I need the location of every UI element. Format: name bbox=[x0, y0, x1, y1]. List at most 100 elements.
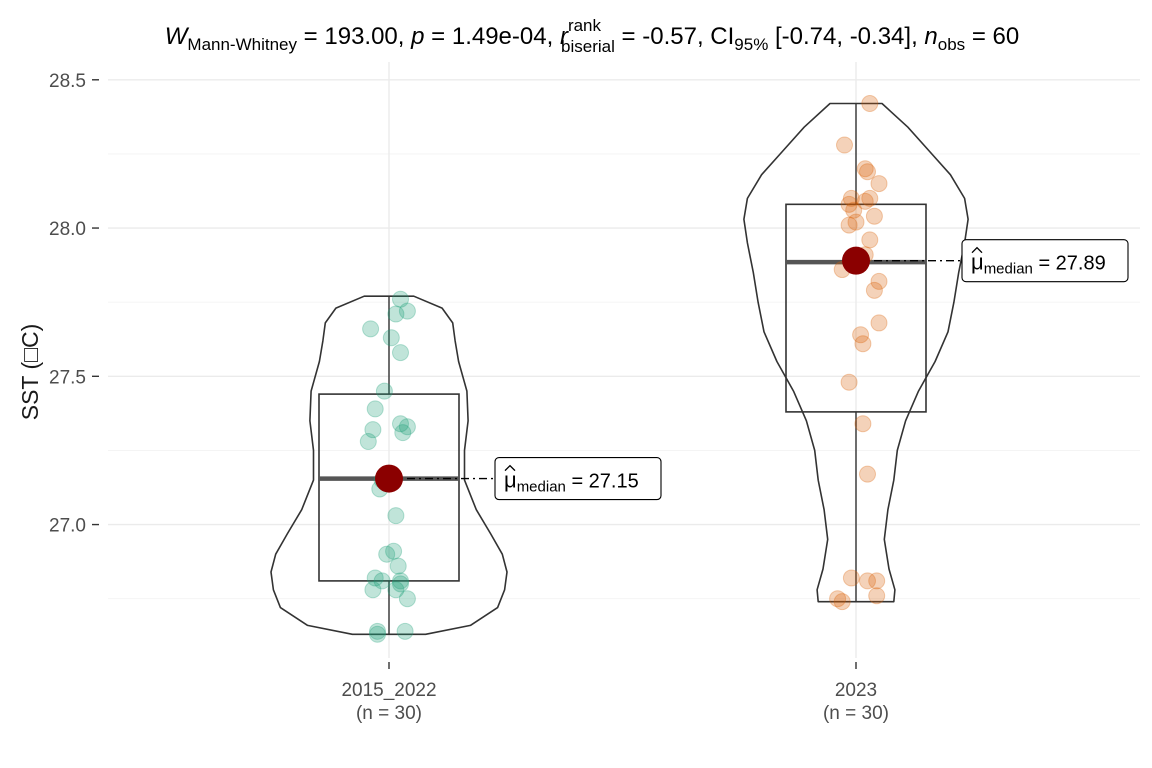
y-axis-title: SST (□C) bbox=[17, 324, 43, 421]
data-point bbox=[856, 160, 874, 178]
chart-title: WMann-Whitney = 193.00, p = 1.49e-04, rr… bbox=[165, 16, 1020, 56]
median-label-sub: median bbox=[984, 261, 1033, 278]
data-point bbox=[398, 302, 416, 320]
y-tick-label: 27.5 bbox=[49, 367, 86, 388]
x-tick-label: 2015_2022 bbox=[341, 680, 436, 701]
box-iqr bbox=[785, 203, 927, 413]
median-label-text: μmedian = 27.15 bbox=[504, 468, 639, 496]
title-stat-value: 193.00 bbox=[324, 23, 397, 50]
data-point bbox=[387, 581, 405, 599]
data-point bbox=[840, 216, 858, 234]
y-tick-label: 27.0 bbox=[49, 516, 86, 537]
title-stat-symbol: W bbox=[165, 23, 190, 50]
title-effsize-value: -0.57 bbox=[642, 23, 697, 50]
data-point bbox=[394, 424, 412, 442]
data-point bbox=[396, 622, 414, 640]
data-point bbox=[392, 575, 409, 593]
data-point bbox=[366, 400, 384, 418]
median-label-sub: median bbox=[517, 479, 566, 496]
data-point bbox=[392, 415, 409, 433]
data-point bbox=[870, 175, 888, 193]
median-label-value: = 27.15 bbox=[566, 471, 639, 493]
title-ci-value: [-0.74, -0.34] bbox=[775, 23, 911, 50]
data-point bbox=[870, 272, 888, 290]
data-points bbox=[359, 95, 888, 643]
data-point bbox=[373, 572, 391, 590]
data-point bbox=[852, 326, 870, 344]
boxplots bbox=[318, 103, 927, 635]
data-point bbox=[842, 189, 860, 207]
data-point bbox=[861, 189, 879, 207]
x-tick-count-label: (n = 30) bbox=[823, 703, 889, 724]
data-point bbox=[366, 569, 384, 587]
data-point bbox=[364, 421, 382, 439]
median-label-hat bbox=[971, 246, 983, 254]
median-label-hat bbox=[504, 464, 516, 472]
x-tick-count-label: (n = 30) bbox=[356, 703, 422, 724]
data-point bbox=[359, 433, 377, 451]
data-point bbox=[392, 290, 409, 308]
data-point bbox=[854, 415, 872, 433]
grid bbox=[108, 62, 1140, 658]
data-point bbox=[829, 590, 847, 608]
data-point bbox=[868, 587, 886, 605]
data-point bbox=[845, 201, 863, 219]
violin-outline bbox=[270, 295, 508, 636]
x-tick-label: 2023 bbox=[835, 680, 877, 701]
title-effsize-sup: rank bbox=[568, 16, 602, 35]
data-point bbox=[369, 622, 386, 640]
data-point bbox=[856, 192, 874, 210]
data-point bbox=[865, 281, 883, 299]
data-point bbox=[362, 320, 380, 338]
data-point bbox=[364, 581, 382, 599]
data-point bbox=[859, 465, 876, 483]
title-p-symbol: p bbox=[410, 23, 424, 50]
median-marker bbox=[842, 246, 870, 275]
data-point bbox=[392, 344, 409, 362]
data-point bbox=[392, 572, 409, 590]
title-n-sub: obs bbox=[938, 35, 965, 54]
data-point bbox=[859, 163, 876, 181]
data-point bbox=[868, 572, 886, 590]
title-effsize-symbol: r bbox=[560, 23, 569, 50]
data-point bbox=[378, 545, 396, 563]
title-n-value: 60 bbox=[993, 23, 1020, 50]
data-point bbox=[398, 590, 416, 608]
data-point bbox=[854, 335, 872, 353]
data-point bbox=[840, 373, 858, 391]
data-point bbox=[840, 195, 858, 213]
title-ci-sub: 95% bbox=[734, 35, 768, 54]
box-iqr bbox=[318, 393, 460, 582]
violins bbox=[270, 102, 969, 636]
data-point bbox=[842, 569, 860, 587]
data-point bbox=[836, 136, 853, 154]
median-label-box bbox=[494, 457, 662, 501]
data-point bbox=[369, 625, 386, 643]
data-point bbox=[861, 231, 879, 249]
data-point bbox=[861, 95, 879, 113]
title-p-value: 1.49e-04 bbox=[452, 23, 547, 50]
data-point bbox=[387, 305, 405, 323]
median-label-symbol: μ bbox=[971, 250, 984, 275]
data-point bbox=[385, 542, 403, 560]
median-label-symbol: μ bbox=[504, 468, 517, 493]
data-point bbox=[387, 507, 405, 525]
median-label-value: = 27.89 bbox=[1033, 253, 1106, 275]
y-tick-label: 28.5 bbox=[49, 71, 86, 92]
title-stat-sub: Mann-Whitney bbox=[187, 35, 297, 54]
violin-outline bbox=[743, 102, 969, 603]
data-point bbox=[833, 593, 851, 611]
data-point bbox=[398, 418, 416, 436]
title-n-symbol: n bbox=[924, 23, 937, 50]
median-marker bbox=[375, 464, 403, 493]
data-point bbox=[865, 207, 883, 225]
data-point bbox=[859, 572, 876, 590]
data-point bbox=[847, 213, 865, 231]
median-label-box bbox=[961, 239, 1129, 283]
median-label-text: μmedian = 27.89 bbox=[971, 250, 1106, 278]
y-tick-label: 28.0 bbox=[49, 219, 86, 240]
data-point bbox=[382, 329, 400, 347]
